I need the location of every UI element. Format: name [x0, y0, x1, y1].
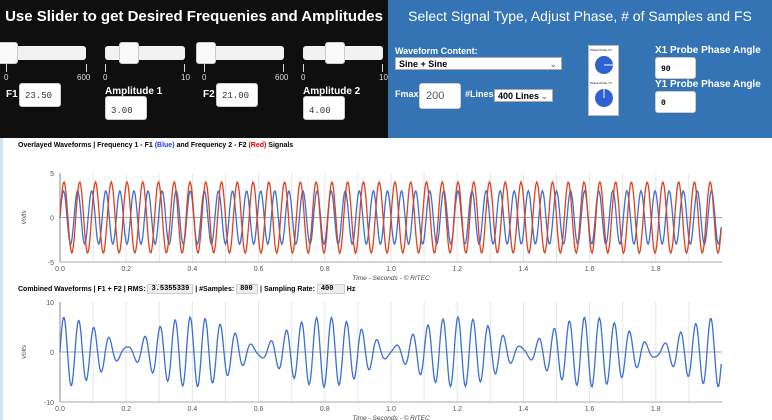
- tick: [382, 64, 383, 72]
- x1-phase-input[interactable]: 90: [655, 57, 696, 79]
- y-tick-label: 0: [50, 350, 54, 357]
- x1-phase-label: X1 Probe Phase Angle: [655, 45, 761, 56]
- amplitude1-label: Amplitude 1: [105, 86, 163, 97]
- x-axis-label: Time - Seconds - © RITEC: [352, 414, 430, 420]
- tick: [303, 64, 304, 72]
- lines-select[interactable]: 400 Lines ⌄: [494, 89, 553, 102]
- x-tick-label: 0.2: [121, 406, 131, 413]
- amp1-max: 10: [181, 73, 190, 82]
- x-tick-label: 1.6: [585, 406, 595, 413]
- amp1-min: 0: [103, 73, 108, 82]
- amplitude1-slider-thumb[interactable]: [119, 42, 139, 64]
- y1-phase-label: Y1 Probe Phase Angle: [655, 79, 761, 90]
- tick: [184, 64, 185, 72]
- dial1-label: Phase Probe X1: [590, 48, 612, 52]
- amplitude2-input[interactable]: 4.00: [303, 96, 345, 120]
- x-tick-label: 0.4: [188, 406, 198, 413]
- f1-slider[interactable]: [0, 42, 86, 64]
- signal-panel: Select Signal Type, Adjust Phase, # of S…: [388, 0, 772, 138]
- y-tick-label: -5: [48, 260, 54, 267]
- f1-slider-thumb[interactable]: [0, 42, 18, 64]
- f1-min: 0: [4, 73, 9, 82]
- tick: [283, 64, 284, 72]
- left-edge: [0, 138, 3, 420]
- x-tick-label: 1.4: [519, 406, 529, 413]
- f1-input[interactable]: 23.50: [19, 83, 61, 107]
- f2-label: F2: [203, 89, 215, 100]
- y-tick-label: 10: [46, 300, 54, 307]
- series-f1: [59, 189, 722, 246]
- x-tick-label: 0.8: [320, 266, 330, 273]
- fmax-label: Fmax:: [395, 89, 422, 99]
- x-tick-label: 1.2: [452, 266, 462, 273]
- amp2-max: 10: [379, 73, 388, 82]
- overlayed-waveform-chart: 5 0 -50.0 0.2 0.4 0.6 0.8 1.0 1.2 1.4 1.6 1.8 Time -…: [21, 171, 722, 282]
- rms-value: 3.5355339: [147, 284, 194, 294]
- lines-value: 400 Lines: [498, 91, 540, 101]
- y-tick-label: 5: [50, 171, 54, 178]
- x-tick-label: 0.2: [121, 266, 131, 273]
- x-tick-label: 0.8: [320, 406, 330, 413]
- x-tick-label: 0.0: [55, 406, 65, 413]
- chevron-down-icon: ⌄: [549, 59, 557, 69]
- f2-input[interactable]: 21.00: [216, 83, 258, 107]
- series-f2: [59, 180, 722, 255]
- y-axis-label: Volts: [21, 210, 28, 225]
- signal-panel-title: Select Signal Type, Adjust Phase, # of S…: [408, 8, 752, 24]
- chart1-title: Overlayed Waveforms | Frequency 1 - F1 (…: [18, 142, 294, 149]
- x-tick-label: 1.0: [386, 406, 396, 413]
- f1-max: 600: [77, 73, 91, 82]
- tick: [86, 64, 87, 72]
- f2-min: 0: [202, 73, 207, 82]
- f1-label: F1: [6, 89, 18, 100]
- waveform-label: Waveform Content:: [395, 46, 478, 56]
- combined-waveform-chart: 10 0 -100.0 0.2 0.4 0.6 0.8 1.0 1.2 1.4 1.6 1.8 Time…: [21, 300, 722, 420]
- tick: [204, 64, 205, 72]
- x-axis-label: Time - Seconds - © RITEC: [352, 274, 430, 282]
- waveform-value: Sine + Sine: [399, 59, 448, 69]
- chart2-title: Combined Waveforms | F1 + F2 | RMS: 3.53…: [18, 284, 356, 294]
- slider-panel-title: Use Slider to get Desired Frequenies and…: [5, 8, 383, 25]
- samples-input[interactable]: 800: [236, 284, 259, 294]
- amp2-min: 0: [301, 73, 306, 82]
- amplitude2-label: Amplitude 2: [303, 86, 361, 97]
- slider-panel: Use Slider to get Desired Frequenies and…: [0, 0, 388, 138]
- x-tick-label: 1.0: [386, 266, 396, 273]
- tick: [6, 64, 7, 72]
- x-tick-label: 0.6: [254, 406, 264, 413]
- series-f1-f2: [59, 315, 722, 389]
- x-tick-label: 0.6: [254, 266, 264, 273]
- y-tick-label: 0: [50, 216, 54, 223]
- amplitude1-input[interactable]: 3.00: [105, 96, 147, 120]
- x-tick-label: 0.4: [188, 266, 198, 273]
- x-tick-label: 1.6: [585, 266, 595, 273]
- amplitude2-slider-thumb[interactable]: [325, 42, 345, 64]
- fmax-input[interactable]: 200: [419, 83, 461, 109]
- amplitude2-slider[interactable]: [303, 42, 383, 64]
- x-tick-label: 1.8: [651, 266, 661, 273]
- f2-slider-thumb[interactable]: [196, 42, 216, 64]
- f2-slider[interactable]: [196, 42, 284, 64]
- lines-label: #Lines:: [465, 89, 497, 99]
- x-tick-label: 1.8: [651, 406, 661, 413]
- tick: [105, 64, 106, 72]
- x-tick-label: 0.0: [55, 266, 65, 273]
- x-tick-label: 1.2: [452, 406, 462, 413]
- waveform-select[interactable]: Sine + Sine ⌄: [395, 57, 562, 70]
- sampling-rate-input[interactable]: 400: [316, 284, 345, 294]
- y-tick-label: -10: [44, 400, 54, 407]
- y1-phase-input[interactable]: 0: [655, 91, 696, 113]
- amplitude1-slider[interactable]: [105, 42, 185, 64]
- dial2-label: Phase Probe Y1: [590, 81, 612, 85]
- chevron-down-icon: ⌄: [540, 91, 548, 101]
- f2-max: 600: [275, 73, 289, 82]
- x-tick-label: 1.4: [519, 266, 529, 273]
- y-axis-label: Volts: [21, 344, 28, 359]
- phase-dials: Phase Probe X1 Phase Probe Y1: [588, 45, 619, 116]
